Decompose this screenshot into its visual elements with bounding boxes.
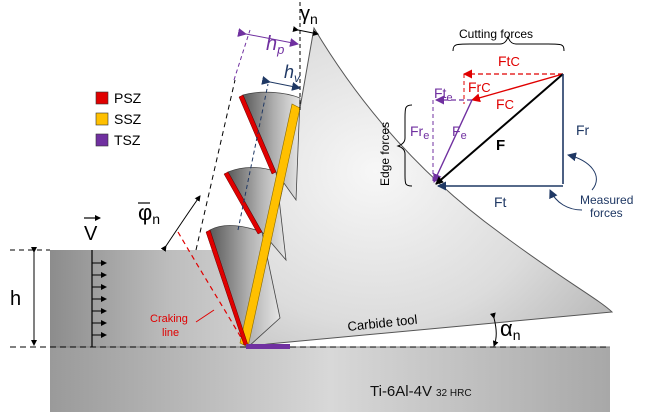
ft-label: Ft: [494, 194, 507, 210]
ftc-label: FtC: [498, 53, 520, 69]
fte-label: Fte: [434, 85, 453, 104]
workpiece: [50, 347, 610, 412]
measured-forces-label-1: Measured: [580, 193, 633, 207]
measured-forces-pointer-ft: [549, 189, 583, 211]
gamma-symbol: γn: [300, 3, 318, 27]
hv-dimension: [261, 76, 301, 91]
hv-extension-line: [237, 83, 269, 231]
alpha-symbol: αn: [500, 316, 521, 343]
measured-forces-pointer-fr: [567, 152, 597, 191]
depth-symbol: h: [10, 288, 21, 310]
hp-symbol: hp: [266, 33, 284, 57]
cracking-line: [177, 231, 247, 347]
cracking-line-label-2: line: [162, 327, 179, 339]
phi-arc: [160, 195, 201, 252]
cutting-forces-label: Cutting forces: [459, 27, 533, 41]
frc-label: FrC: [468, 79, 491, 95]
legend-swatch-psz: [95, 91, 109, 105]
velocity-symbol: V: [84, 223, 98, 245]
fre-label: Fre: [410, 123, 429, 142]
chip-segment-back: [239, 103, 301, 348]
alpha-arc: [489, 312, 499, 347]
legend-label-psz: PSZ: [114, 90, 142, 106]
legend-label-tsz: TSZ: [114, 132, 141, 148]
f-resultant-vector: [435, 73, 564, 185]
tsz-band: [246, 344, 290, 349]
psz-band-2: [223, 171, 263, 235]
edge-forces-brace: [396, 104, 413, 187]
fc-label: FC: [496, 96, 514, 112]
frc-fc-vector: [471, 73, 564, 103]
measured-forces-label-2: forces: [590, 206, 623, 220]
psz-band-1: [205, 229, 249, 346]
cutting-forces-brace: [452, 35, 565, 52]
edge-forces-label: Edge forces: [378, 122, 392, 186]
legend-swatch-ssz: [95, 112, 109, 126]
f-label: F: [496, 137, 505, 154]
hp-extension-line: [233, 29, 251, 81]
legend-label-ssz: SSZ: [114, 111, 142, 127]
shear-plane-dashed-line: [195, 79, 236, 251]
cracking-line-pointer: [195, 309, 215, 323]
fe-label: Fe: [452, 123, 467, 142]
tool-label: Carbide tool: [347, 312, 418, 334]
carbide-tool: [247, 26, 614, 348]
hv-symbol: hv: [284, 62, 301, 85]
legend-swatch-tsz: [95, 133, 109, 147]
fr-label: Fr: [576, 122, 590, 138]
psz-band-3: [238, 94, 277, 175]
cracking-line-label-1: Craking: [150, 313, 188, 325]
workpiece-uncut-layer: [50, 250, 250, 347]
phi-symbol: φn: [138, 200, 160, 227]
gamma-dimension: [292, 26, 319, 36]
fe-vector: [433, 99, 473, 183]
hp-dimension: [237, 28, 299, 47]
material-label: Ti-6Al-4V 32 HRC: [370, 383, 472, 400]
